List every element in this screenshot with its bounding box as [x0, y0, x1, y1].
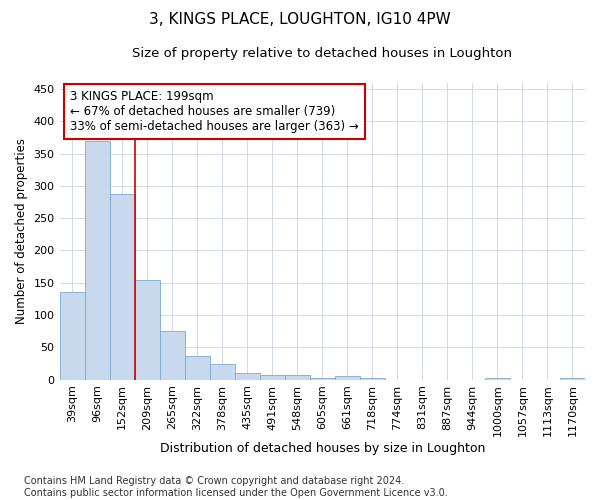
- Bar: [310, 378, 335, 380]
- Bar: [185, 356, 209, 380]
- Bar: [85, 140, 110, 380]
- Bar: [260, 374, 285, 380]
- Text: 3 KINGS PLACE: 199sqm
← 67% of detached houses are smaller (739)
33% of semi-det: 3 KINGS PLACE: 199sqm ← 67% of detached …: [70, 90, 359, 133]
- Bar: [134, 280, 160, 380]
- Bar: [59, 292, 85, 380]
- Text: 3, KINGS PLACE, LOUGHTON, IG10 4PW: 3, KINGS PLACE, LOUGHTON, IG10 4PW: [149, 12, 451, 28]
- Bar: [285, 375, 310, 380]
- Bar: [560, 378, 585, 380]
- Bar: [360, 378, 385, 380]
- Bar: [485, 378, 510, 380]
- Bar: [335, 376, 360, 380]
- Bar: [209, 364, 235, 380]
- Bar: [110, 194, 134, 380]
- Title: Size of property relative to detached houses in Loughton: Size of property relative to detached ho…: [132, 48, 512, 60]
- Y-axis label: Number of detached properties: Number of detached properties: [15, 138, 28, 324]
- X-axis label: Distribution of detached houses by size in Loughton: Distribution of detached houses by size …: [160, 442, 485, 455]
- Bar: [160, 332, 185, 380]
- Bar: [235, 373, 260, 380]
- Text: Contains HM Land Registry data © Crown copyright and database right 2024.
Contai: Contains HM Land Registry data © Crown c…: [24, 476, 448, 498]
